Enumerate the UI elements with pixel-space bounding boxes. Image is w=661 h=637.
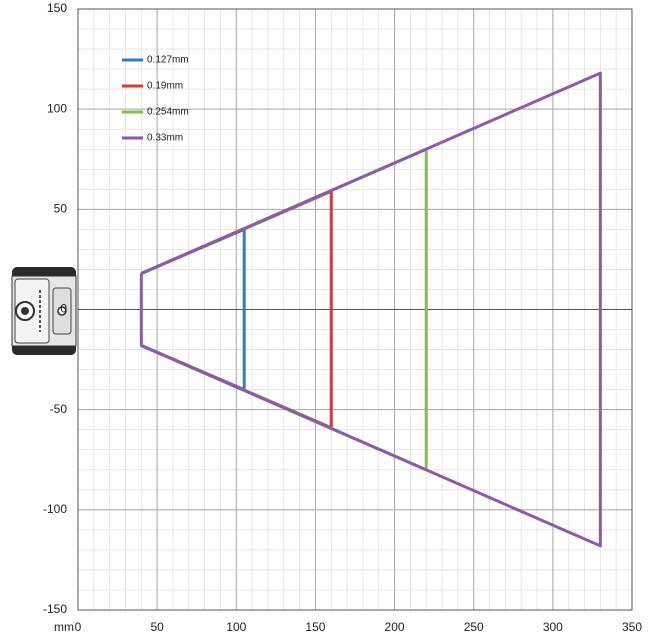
x-tick-label: 0 bbox=[75, 620, 82, 634]
legend-label: 0.33mm bbox=[147, 133, 183, 144]
y-tick-label: -100 bbox=[43, 502, 67, 516]
scanner-icon bbox=[11, 267, 77, 355]
x-tick-label: 250 bbox=[464, 620, 484, 634]
x-tick-label: 200 bbox=[385, 620, 405, 634]
x-tick-label: 50 bbox=[150, 620, 164, 634]
y-tick-label: 0 bbox=[60, 302, 67, 316]
y-tick-label: -150 bbox=[43, 602, 67, 616]
legend: 0.127mm 0.19mm 0.254mm 0.33mm bbox=[122, 55, 189, 144]
legend-label: 0.19mm bbox=[147, 81, 183, 92]
x-tick-label: 300 bbox=[543, 620, 563, 634]
grid bbox=[77, 8, 633, 611]
plot-frame bbox=[77, 8, 633, 611]
legend-label: 0.254mm bbox=[147, 107, 189, 118]
legend-label: 0.127mm bbox=[147, 55, 189, 66]
x-tick-label: 350 bbox=[622, 620, 642, 634]
x-tick-label: 150 bbox=[305, 620, 325, 634]
y-tick-label: 100 bbox=[47, 101, 67, 115]
x-axis-label: mm bbox=[54, 620, 74, 634]
y-tick-label: 50 bbox=[54, 202, 68, 216]
plot-lines bbox=[139, 71, 602, 548]
y-tick-label: 150 bbox=[47, 1, 67, 15]
x-tick-label: 100 bbox=[226, 620, 246, 634]
y-tick-label: -50 bbox=[50, 402, 68, 416]
series-line bbox=[139, 71, 602, 548]
